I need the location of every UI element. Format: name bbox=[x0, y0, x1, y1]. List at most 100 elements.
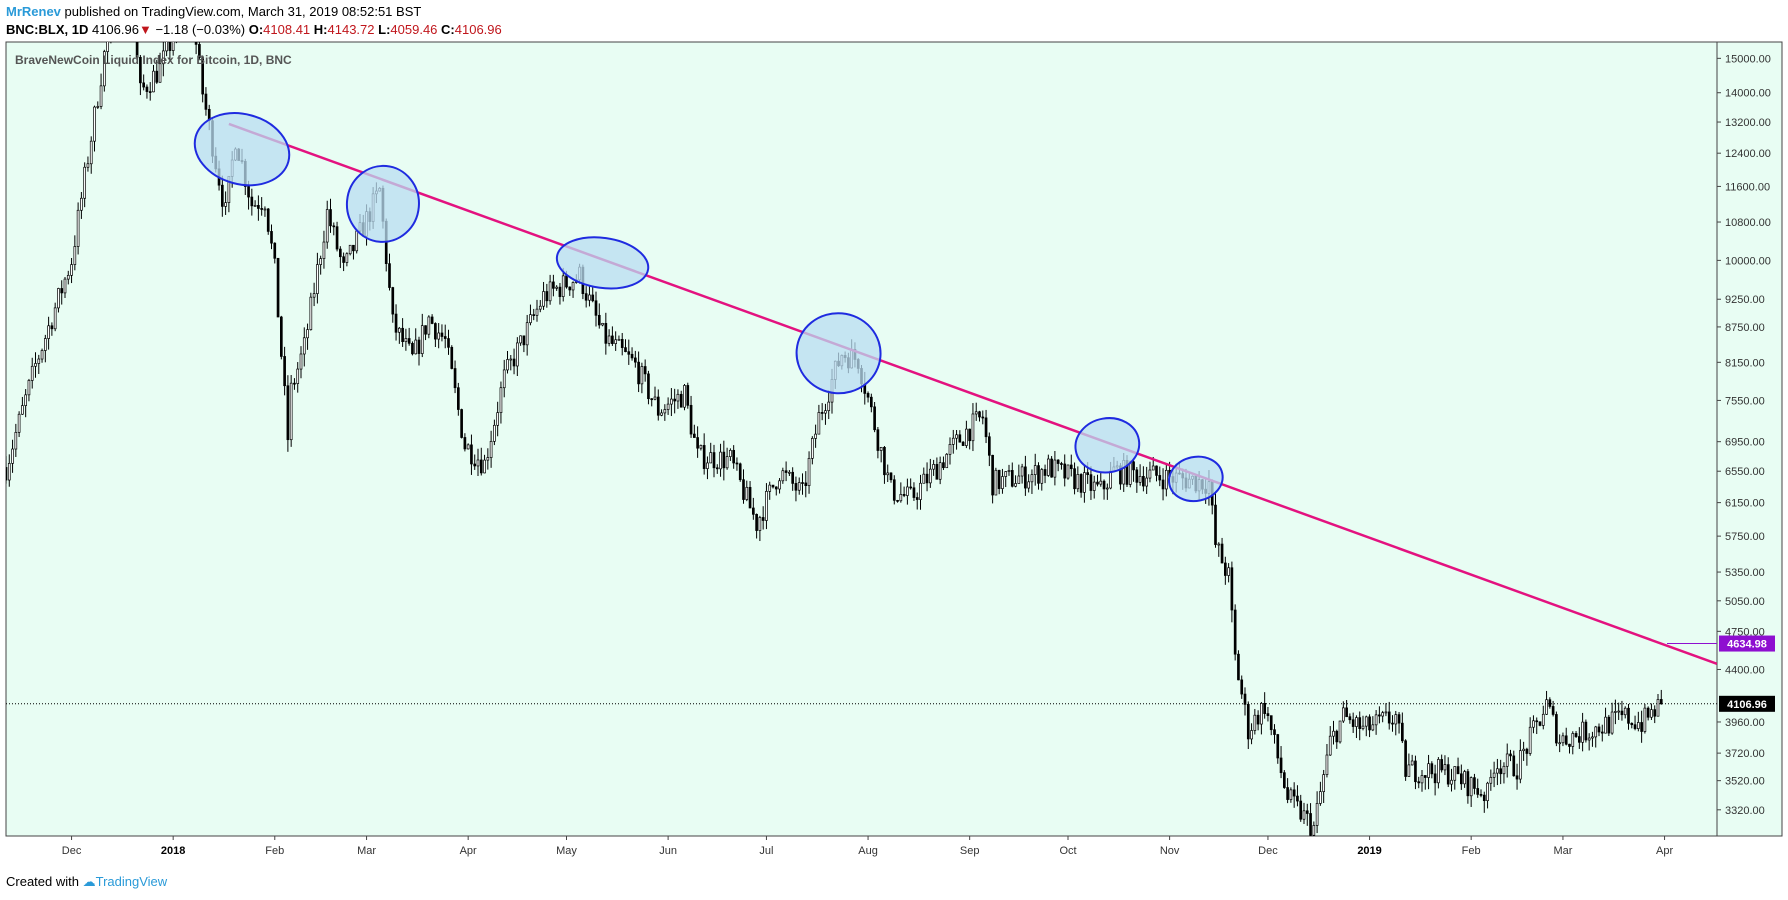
candle-body bbox=[1381, 712, 1385, 717]
candle-body bbox=[1158, 475, 1162, 481]
candle-body bbox=[1499, 768, 1503, 775]
author-link[interactable]: MrRenev bbox=[6, 4, 61, 19]
y-tick-label: 3720.00 bbox=[1725, 748, 1765, 760]
candle-body bbox=[876, 429, 880, 451]
candle-body bbox=[11, 448, 14, 464]
candle-body bbox=[692, 433, 696, 438]
candle-body bbox=[1138, 476, 1142, 483]
candle-body bbox=[1217, 543, 1221, 546]
trendline bbox=[228, 122, 1717, 666]
candle-body bbox=[1505, 753, 1509, 767]
candle-body bbox=[1610, 711, 1614, 734]
candle-body bbox=[1128, 461, 1132, 485]
candle-body bbox=[633, 357, 637, 363]
candle-body bbox=[955, 434, 958, 439]
candle-body bbox=[322, 241, 326, 259]
x-tick-label: Dec bbox=[1258, 845, 1278, 857]
candle-body bbox=[165, 42, 168, 52]
candle-body bbox=[113, 0, 115, 5]
candle-body bbox=[827, 401, 831, 412]
candle-body bbox=[182, 6, 184, 17]
candle-body bbox=[185, 6, 187, 8]
candle-body bbox=[519, 335, 522, 344]
candle-body bbox=[1541, 713, 1545, 726]
candle-body bbox=[168, 42, 172, 51]
candle-body bbox=[1332, 730, 1335, 737]
candle-body bbox=[1132, 461, 1135, 471]
candle-body bbox=[1325, 754, 1329, 775]
candle-body bbox=[1319, 791, 1322, 804]
candle-body bbox=[319, 258, 322, 265]
candle-body bbox=[60, 288, 64, 294]
candle-body bbox=[1089, 474, 1093, 491]
candle-body bbox=[99, 85, 103, 107]
candle-body bbox=[719, 451, 722, 470]
low-label: L: bbox=[378, 22, 391, 37]
candle-body bbox=[286, 385, 290, 441]
candle-body bbox=[73, 246, 77, 265]
candle-body bbox=[568, 286, 572, 291]
candle-body bbox=[755, 513, 758, 531]
x-tick-label: May bbox=[556, 845, 577, 857]
candle-body bbox=[293, 382, 296, 385]
candle-body bbox=[571, 282, 575, 291]
y-axis-labels: 15000.00 14000.00 13200.00 12400.00 11600.00… bbox=[1717, 53, 1771, 817]
candle-body bbox=[978, 411, 981, 418]
candle-body bbox=[1355, 717, 1358, 727]
candle-body bbox=[483, 459, 486, 474]
candle-body bbox=[794, 483, 798, 491]
y-tick-label: 13200.00 bbox=[1725, 117, 1771, 129]
candle-body bbox=[142, 82, 146, 88]
price-tags: 4634.98 4106.96 bbox=[1667, 635, 1775, 712]
candle-body bbox=[1020, 466, 1024, 477]
candle-body bbox=[981, 416, 985, 419]
candle-body bbox=[1653, 709, 1657, 717]
candle-body bbox=[1650, 709, 1653, 718]
candle-body bbox=[440, 332, 444, 337]
candle-body bbox=[1037, 465, 1040, 484]
candle-body bbox=[906, 486, 909, 496]
candle-body bbox=[771, 484, 775, 488]
candle-body bbox=[761, 517, 765, 521]
candle-body bbox=[1155, 465, 1158, 476]
candle-body bbox=[40, 350, 44, 360]
x-axis-labels: Dec 2018 Feb Mar Apr May Jun Jul Aug Sep Oct Nov Dec… bbox=[62, 836, 1673, 857]
candle-body bbox=[515, 342, 519, 367]
candle-body bbox=[106, 42, 109, 52]
candle-body bbox=[407, 338, 411, 344]
candle-body bbox=[37, 358, 41, 364]
candle-body bbox=[886, 472, 890, 476]
candle-body bbox=[57, 288, 60, 309]
candle-body bbox=[1594, 726, 1598, 738]
candle-body bbox=[1545, 699, 1548, 715]
candle-body bbox=[1348, 716, 1352, 721]
candle-body bbox=[1305, 810, 1309, 814]
candle-body bbox=[928, 468, 932, 484]
candle-body bbox=[715, 467, 719, 470]
candle-body bbox=[135, 42, 139, 58]
candle-body bbox=[656, 396, 660, 416]
candle-body bbox=[702, 445, 706, 469]
candle-body bbox=[1043, 469, 1047, 476]
candle-body bbox=[171, 42, 175, 51]
candle-body bbox=[617, 338, 621, 341]
candle-body bbox=[965, 428, 968, 446]
candle-body bbox=[925, 473, 929, 484]
candle-body bbox=[712, 452, 716, 469]
candle-body bbox=[1050, 458, 1053, 478]
candle-body bbox=[1600, 731, 1604, 734]
candle-body bbox=[525, 322, 529, 346]
price-change: −1.18 (−0.03%) bbox=[155, 22, 246, 37]
candle-body bbox=[1099, 480, 1103, 485]
candle-body bbox=[522, 335, 526, 346]
candle-body bbox=[1299, 800, 1303, 820]
tradingview-link[interactable]: TradingView bbox=[95, 874, 168, 889]
candle-body bbox=[1518, 750, 1522, 780]
y-tick-label: 6550.00 bbox=[1725, 466, 1765, 478]
candle-body bbox=[742, 479, 745, 500]
candle-body bbox=[453, 368, 457, 389]
candle-body bbox=[1400, 722, 1404, 742]
candle-body bbox=[1492, 772, 1496, 778]
candle-body bbox=[758, 517, 762, 531]
